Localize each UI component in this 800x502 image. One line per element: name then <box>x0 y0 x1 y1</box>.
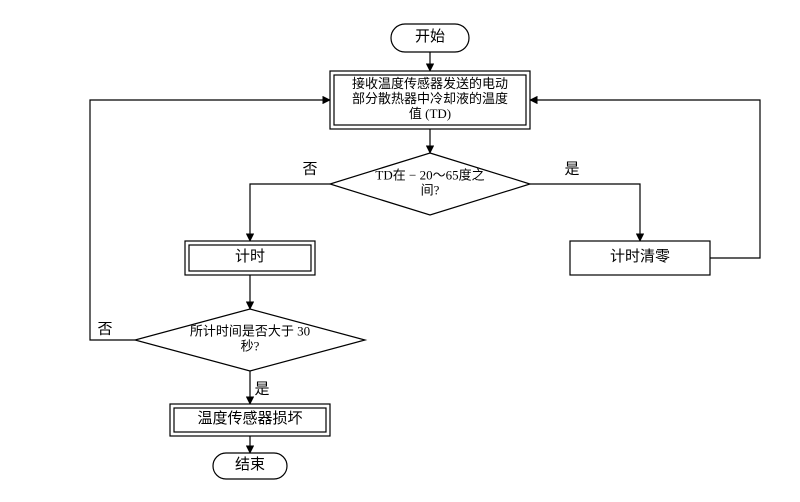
edge-label: 是 <box>564 161 579 177</box>
edge <box>250 184 330 241</box>
edge <box>530 100 760 258</box>
node-label: 计时清零 <box>610 248 670 265</box>
node-label: 开始 <box>415 28 445 45</box>
edge-label: 否 <box>302 161 317 177</box>
edge-label: 否 <box>97 321 112 337</box>
node-label: 温度传感器损坏 <box>197 410 302 427</box>
node-label: 计时 <box>235 248 265 265</box>
edge <box>90 100 330 340</box>
edge <box>530 184 640 241</box>
edge-label: 是 <box>254 381 269 397</box>
node-label: 结束 <box>235 456 265 473</box>
